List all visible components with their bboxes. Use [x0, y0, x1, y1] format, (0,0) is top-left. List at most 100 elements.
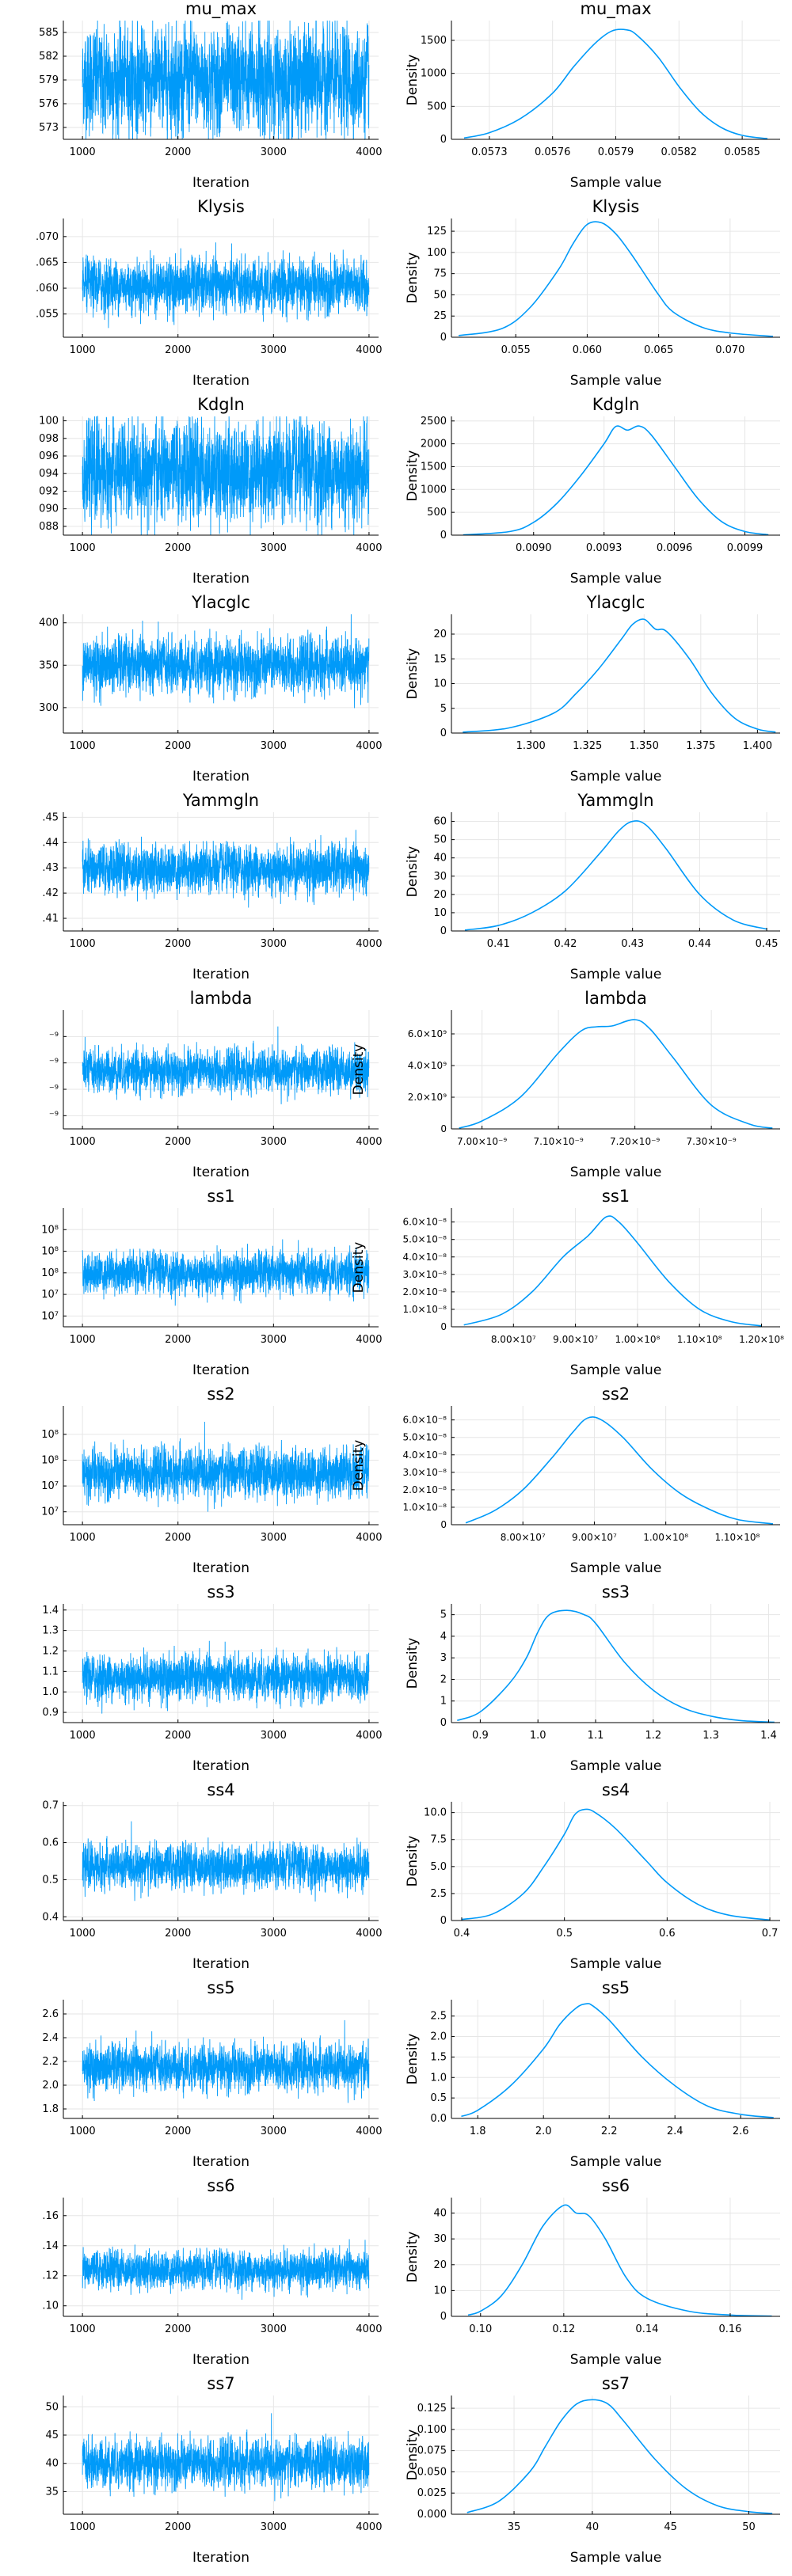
y-tick-label: .42: [42, 887, 59, 899]
x-tick-label: 45: [664, 2521, 677, 2533]
x-tick-label: 0.0579: [598, 146, 634, 158]
x-tick-label: 1.400: [743, 740, 772, 752]
x-tick-label: 1000: [70, 740, 96, 752]
x-tick-label: 0.16: [718, 2323, 741, 2335]
y-tick-label: 100: [39, 416, 59, 427]
density-title: ss3: [602, 1582, 630, 1601]
density-y-label: Density: [405, 648, 421, 700]
x-tick-label: 0.0099: [727, 542, 763, 554]
x-tick-label: 1.8: [470, 2126, 486, 2137]
trace-panel-ss5: 1000 2000 3000 4000 1.8 2.0 2.2 2.4 2.6 ss5 Iterat…: [42, 1978, 382, 2170]
y-tick-label: .065: [36, 256, 59, 268]
x-tick-label: 1.10×10⁸: [714, 1532, 760, 1543]
x-tick-label: 1000: [70, 2521, 96, 2533]
y-tick-label: 2.6: [42, 2008, 59, 2020]
x-tick-label: 0.5: [556, 1928, 573, 1940]
y-tick-label: 0.050: [417, 2466, 447, 2478]
y-tick-label: 0: [440, 1321, 447, 1332]
y-tick-label: 092: [39, 485, 59, 497]
y-tick-label: 40: [45, 2458, 59, 2470]
trace-series-line: [82, 242, 370, 329]
y-tick-label: 1.5: [430, 2051, 447, 2063]
x-tick-label: 4000: [356, 344, 382, 356]
y-tick-label: 0.125: [417, 2403, 447, 2415]
y-tick-label: .16: [42, 2210, 59, 2222]
density-y-label: Density: [405, 450, 421, 502]
x-tick-label: 8.00×10⁷: [501, 1532, 546, 1543]
x-tick-label: 2000: [165, 1334, 191, 1346]
density-curve: [461, 1808, 771, 1921]
y-tick-label: 3.0×10⁻⁸: [402, 1467, 447, 1478]
trace-title: ss5: [207, 1978, 234, 1997]
y-tick-label: .10: [42, 2301, 59, 2312]
y-tick-label: 10: [433, 678, 447, 690]
x-tick-label: 1000: [70, 1334, 96, 1346]
row-Kdgln: 1000 2000 3000 4000 088 090 092 094 096 098 100 Kdg…: [39, 395, 780, 587]
x-tick-label: 1000: [70, 1928, 96, 1940]
row-Yammgln: 1000 2000 3000 4000.41.42.43.44.45YammglnIt…: [42, 791, 780, 982]
y-tick-label: 10⁷: [41, 1289, 59, 1301]
x-tick-label: 3000: [261, 2323, 287, 2335]
x-tick-label: 4000: [356, 1730, 382, 1742]
x-tick-label: 0.4: [454, 1928, 470, 1940]
y-tick-label: ⁻⁹: [49, 1084, 59, 1096]
density-x-label: Sample value: [570, 175, 662, 191]
trace-title: ss3: [207, 1582, 234, 1601]
y-tick-label: 0.075: [417, 2445, 447, 2457]
density-y-label: Density: [405, 55, 421, 106]
x-tick-label: 7.20×10⁻⁹: [610, 1136, 660, 1147]
density-curve: [465, 1416, 774, 1525]
x-tick-label: 4000: [356, 542, 382, 554]
x-tick-label: 2000: [165, 740, 191, 752]
density-y-label: Density: [405, 2232, 421, 2283]
trace-panel-Yammgln: 1000 2000 3000 4000 .41 .42 .43 .44 .45 Yammgln It…: [42, 791, 382, 982]
y-tick-label: 2.5: [430, 1888, 447, 1900]
x-tick-label: 3000: [261, 146, 287, 158]
density-x-label: Sample value: [570, 1165, 662, 1180]
x-tick-label: 1.20×10⁸: [739, 1334, 784, 1345]
x-tick-label: 1.0: [530, 1730, 546, 1742]
y-tick-label: 10⁷: [41, 1506, 59, 1518]
density-panel-ss1: 8.00×10⁷ 9.00×10⁷ 1.00×10⁸ 1.10×10⁸ 1.20×10⁸…: [351, 1187, 784, 1378]
x-tick-label: 3000: [261, 938, 287, 950]
density-panel-Ylacglc: 1.300 1.325 1.350 1.375 1.400 0 5 10 15 20 Ylacglc…: [405, 593, 780, 785]
density-curve: [463, 28, 768, 139]
x-tick-label: 7.10×10⁻⁹: [534, 1136, 584, 1147]
y-tick-label: 10⁷: [41, 1480, 59, 1492]
y-tick-label: 1: [440, 1696, 447, 1708]
density-panel-ss2: 8.00×10⁷ 9.00×10⁷ 1.00×10⁸ 1.10×10⁸ 0 1.0×10⁻…: [351, 1385, 780, 1576]
y-tick-label: 2.5: [430, 2011, 447, 2023]
trace-panel-ss1: 1000 2000 3000 4000 10⁷ 10⁷ 10⁸ 10⁸ 10⁸ ss1 Iterat…: [41, 1187, 382, 1378]
y-tick-label: 500: [427, 101, 447, 112]
y-tick-label: 10⁸: [41, 1454, 59, 1466]
density-title: ss4: [602, 1780, 630, 1799]
y-tick-label: 6.0×10⁻⁸: [402, 1415, 447, 1426]
trace-series-line: [82, 1239, 370, 1306]
y-tick-label: .055: [36, 309, 59, 321]
trace-x-label: Iteration: [192, 175, 249, 191]
y-tick-label: 2: [440, 1674, 447, 1685]
trace-x-label: Iteration: [192, 967, 249, 982]
y-tick-label: 5: [440, 1609, 447, 1621]
density-x-label: Sample value: [570, 1362, 662, 1378]
x-tick-label: 2000: [165, 2521, 191, 2533]
y-tick-label: 125: [427, 226, 447, 237]
density-panel-ss5: 1.8 2.0 2.2 2.4 2.6 0.0 0.5 1.0 1.5 2.0 2.5 ss5 Samp…: [405, 1978, 780, 2170]
y-tick-label: 5.0×10⁻⁸: [402, 1234, 447, 1245]
y-tick-label: 400: [39, 617, 59, 629]
density-title: Klysis: [592, 197, 640, 216]
y-tick-label: 45: [45, 2430, 59, 2441]
density-x-label: Sample value: [570, 967, 662, 982]
x-tick-label: 2.6: [733, 2126, 749, 2137]
trace-panel-ss4: 1000 2000 3000 4000 0.4 0.5 0.6 0.7 ss4 Iteration: [42, 1780, 382, 1972]
trace-panel-mu_max: 1000 2000 3000 4000 573 576 579 582 585 mu_max Ite…: [39, 0, 382, 191]
y-tick-label: 6.0×10⁻⁸: [402, 1217, 447, 1228]
y-tick-label: 2.4: [42, 2032, 59, 2044]
y-tick-label: 2.0: [42, 2080, 59, 2092]
y-tick-label: 1.0: [42, 1686, 59, 1698]
x-tick-label: 0.44: [688, 938, 711, 950]
y-tick-label: 10: [433, 2285, 447, 2297]
density-title: lambda: [584, 989, 647, 1008]
x-tick-label: 1.4: [760, 1730, 777, 1742]
